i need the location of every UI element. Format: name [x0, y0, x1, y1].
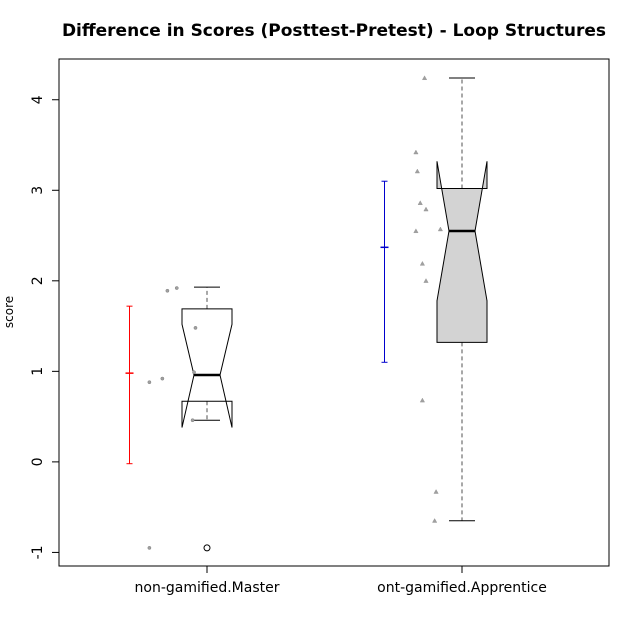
raw-data-point: [414, 168, 420, 174]
x-tick-label: ont-gamified.Apprentice: [377, 580, 547, 596]
y-axis-label: score: [2, 296, 16, 328]
raw-data-point: [413, 228, 419, 233]
box-body: [181, 308, 233, 428]
raw-data-point: [147, 380, 152, 385]
y-tick-label: 1: [30, 367, 46, 376]
box-body: [436, 161, 488, 343]
plot-frame: [58, 58, 610, 567]
raw-data-point: [433, 489, 439, 494]
y-tick-label: -1: [30, 545, 46, 559]
raw-data-point: [413, 149, 419, 155]
y-tick-label: 0: [30, 457, 46, 466]
raw-data-point: [165, 288, 170, 293]
raw-data-point: [190, 418, 195, 423]
raw-data-point: [423, 278, 429, 283]
raw-data-point: [417, 200, 423, 205]
outlier-point: [203, 544, 211, 552]
raw-data-point: [147, 546, 152, 550]
raw-data-point: [432, 518, 438, 523]
raw-data-point: [419, 260, 425, 266]
raw-data-point: [422, 75, 428, 80]
raw-data-point: [423, 206, 429, 212]
y-tick-label: 3: [30, 186, 46, 195]
y-tick-label: 2: [30, 276, 46, 285]
raw-data-point: [419, 397, 425, 403]
raw-data-point: [193, 326, 198, 330]
x-tick-label: non-gamified.Master: [135, 580, 280, 596]
chart-title: Difference in Scores (Posttest-Pretest) …: [62, 21, 606, 41]
raw-data-point: [192, 370, 196, 375]
raw-data-point: [437, 226, 443, 232]
raw-data-point: [174, 286, 179, 290]
raw-data-point: [160, 376, 165, 381]
y-tick-label: 4: [30, 95, 46, 104]
chart-marks: -1 0 1 2 3 4 non-gamified.Master ont-gamified.A…: [30, 75, 547, 596]
